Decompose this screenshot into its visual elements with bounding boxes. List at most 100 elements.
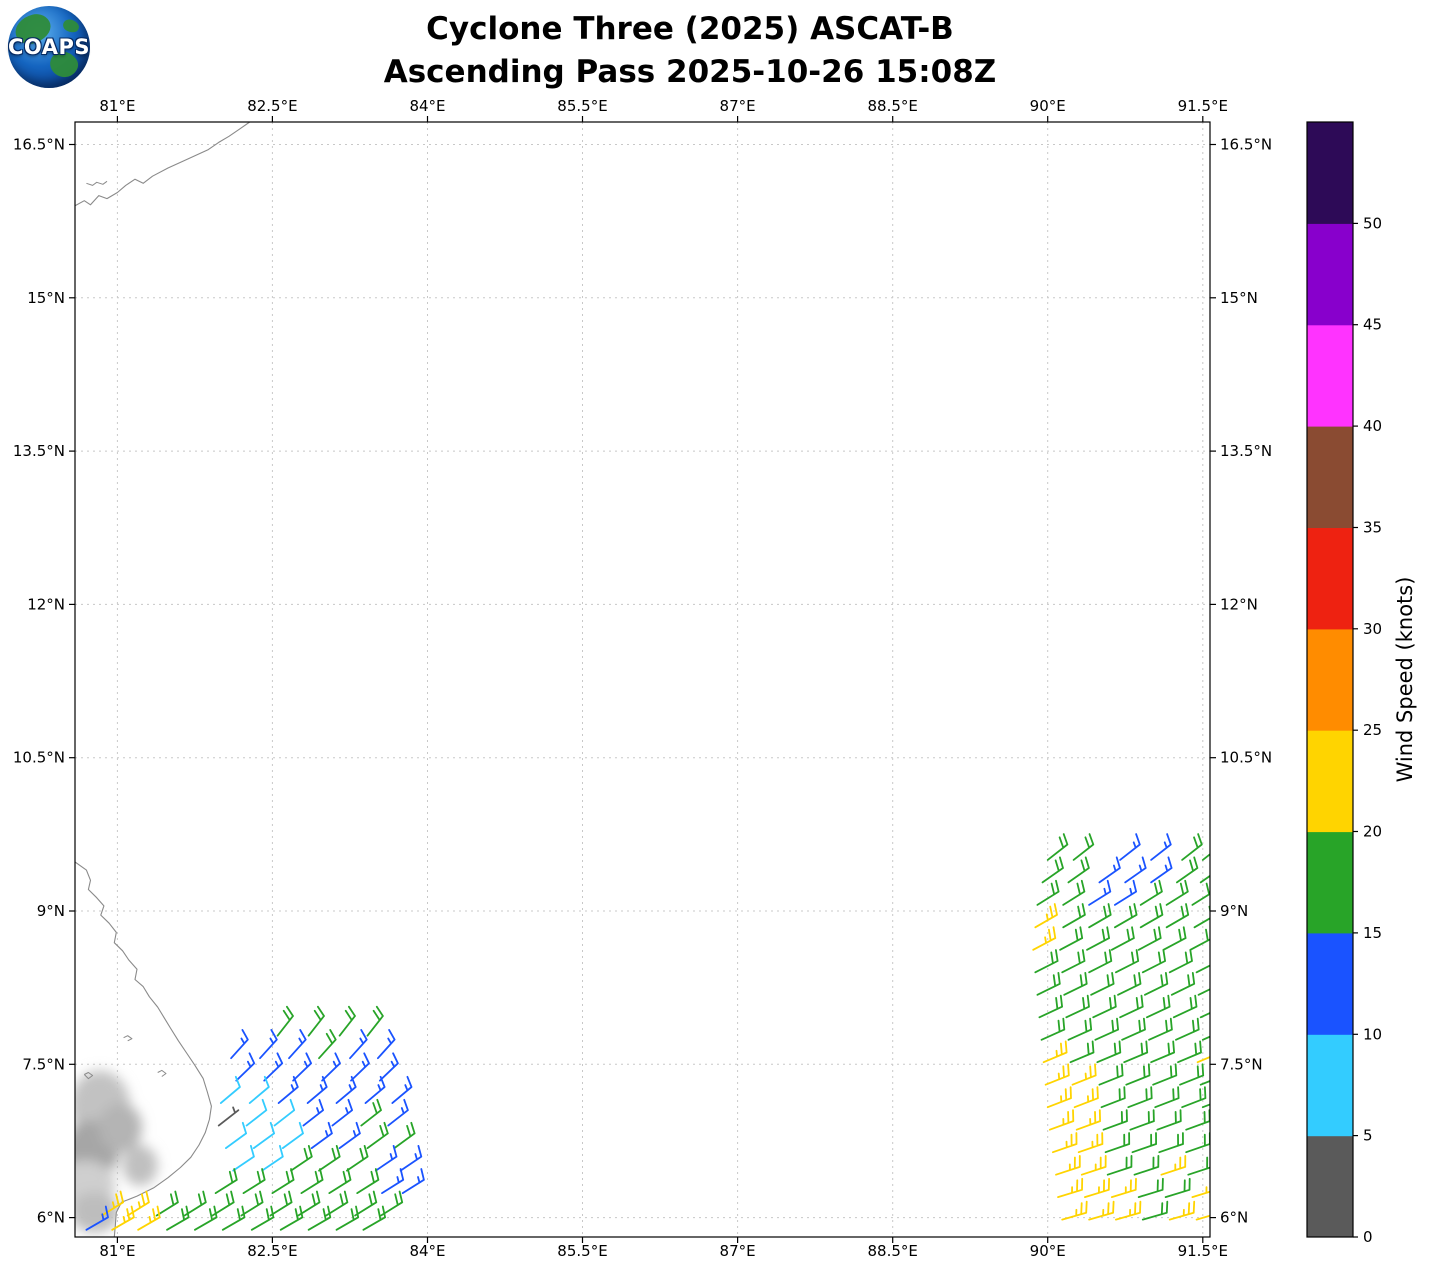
wind-barb xyxy=(1034,949,1059,974)
wind-barb xyxy=(1191,882,1210,906)
wind-barb xyxy=(1090,972,1115,996)
wind-barb xyxy=(1185,1132,1210,1154)
wind-barb xyxy=(214,1168,238,1194)
wind-barb xyxy=(1196,1050,1210,1064)
x-tick-label-top: 91.5°E xyxy=(1178,97,1228,115)
x-tick-label-top: 90°E xyxy=(1030,97,1066,115)
wind-barb xyxy=(288,1029,307,1060)
wind-barb xyxy=(1181,833,1203,861)
wind-barb xyxy=(1077,1132,1104,1154)
wind-barb xyxy=(321,1052,341,1082)
wind-barb xyxy=(350,1052,370,1082)
wind-barb xyxy=(126,1190,150,1217)
wind-barb xyxy=(1088,1200,1115,1221)
wind-barb xyxy=(250,1205,275,1231)
wind-barb xyxy=(1115,949,1140,974)
wind-barb xyxy=(1046,833,1069,861)
wind-barb xyxy=(292,1052,312,1082)
axis-ticks xyxy=(69,116,1216,1243)
y-tick-label-right: 15°N xyxy=(1220,289,1258,307)
wind-barb xyxy=(338,1005,356,1037)
lake-b2 xyxy=(123,1035,133,1042)
wind-barb xyxy=(1139,879,1163,906)
wind-barb xyxy=(1199,1080,1210,1086)
wind-barb xyxy=(364,1075,386,1104)
y-tick-label-right: 13.5°N xyxy=(1220,442,1272,460)
wind-barb xyxy=(111,1205,135,1231)
wind-barb xyxy=(1096,1040,1122,1064)
wind-barb xyxy=(1131,1132,1157,1154)
colorbar-tick-label: 5 xyxy=(1363,1127,1373,1145)
x-tick-label-top: 85.5°E xyxy=(557,97,607,115)
wind-barb xyxy=(1036,879,1060,906)
terrain-shading xyxy=(75,1070,158,1233)
wind-barb xyxy=(335,1075,357,1104)
wind-barb xyxy=(1034,903,1058,929)
wind-barb xyxy=(1065,994,1090,1019)
wind-barb xyxy=(1046,1086,1072,1109)
wind-barb xyxy=(221,1205,246,1231)
wind-barb xyxy=(1199,1011,1210,1019)
wind-barb xyxy=(1193,905,1210,929)
wind-barb xyxy=(1121,1017,1146,1041)
wind-barb xyxy=(137,1205,161,1231)
wind-barb xyxy=(1141,1200,1169,1221)
wind-barb xyxy=(1104,1132,1131,1154)
x-tick-label-bottom: 88.5°E xyxy=(868,1242,918,1260)
wind-barb xyxy=(1098,856,1121,884)
wind-barb xyxy=(1170,972,1196,996)
wind-barb xyxy=(1044,1063,1070,1086)
wind-barb xyxy=(1150,1040,1175,1064)
wind-barb xyxy=(349,1029,368,1060)
wind-barb xyxy=(1088,949,1113,974)
wind-barb xyxy=(366,1121,389,1149)
wind-barb xyxy=(240,1190,264,1217)
wind-barb xyxy=(1117,972,1142,996)
wind-barb xyxy=(101,1190,124,1217)
wind-barb xyxy=(1168,1200,1196,1221)
wind-barb xyxy=(1195,1209,1210,1221)
wind-barb xyxy=(217,1106,240,1127)
wind-barb xyxy=(381,1168,405,1194)
plot-border xyxy=(74,121,1211,1238)
wind-barb xyxy=(1110,926,1135,951)
wind-barb xyxy=(1042,1040,1068,1064)
x-tick-label-bottom: 81°E xyxy=(99,1242,135,1260)
wind-barb xyxy=(232,1145,255,1172)
wind-barb xyxy=(1073,1086,1099,1109)
wind-barb xyxy=(1069,1040,1095,1064)
wind-barb xyxy=(166,1205,190,1231)
x-tick-label-bottom: 91.5°E xyxy=(1178,1242,1228,1260)
wind-barb xyxy=(1181,1086,1207,1109)
wind-barb xyxy=(1133,1155,1160,1176)
wind-barb xyxy=(1144,972,1169,996)
wind-barb xyxy=(399,1145,423,1172)
wind-barb xyxy=(1102,1109,1128,1131)
wind-barb xyxy=(290,1145,313,1172)
y-tick-label-right: 9°N xyxy=(1220,902,1248,920)
wind-barb xyxy=(1162,926,1187,951)
wind-barb xyxy=(307,1205,332,1231)
x-tick-label-bottom: 82.5°E xyxy=(247,1242,297,1260)
wind-barb xyxy=(1038,994,1063,1019)
coastlines xyxy=(75,122,251,1237)
colorbar-segment xyxy=(1307,628,1353,731)
wind-barb xyxy=(225,1121,247,1149)
x-tick-label-top: 82.5°E xyxy=(247,97,297,115)
wind-barb xyxy=(362,1205,386,1231)
wind-barb xyxy=(1106,1155,1133,1176)
axis-tick-labels: 81°E 81°E 82.5°E 82.5°E 84°E 84°E 85.5°E 85.5°E… xyxy=(13,97,1272,1260)
colorbar-tick-label: 15 xyxy=(1363,924,1382,942)
wind-barb xyxy=(302,1098,324,1127)
wind-barb xyxy=(1119,833,1141,861)
wind-barb xyxy=(1114,879,1137,906)
wind-barb xyxy=(1168,949,1193,974)
colorbar: 0 5 10 15 20 25 30 35 40 45 50 Wind Speed (knots) xyxy=(1306,121,1417,1246)
wind-barb xyxy=(1072,833,1095,861)
wind-barb xyxy=(1088,879,1112,906)
wind-barb xyxy=(391,1075,413,1104)
y-tick-label-right: 10.5°N xyxy=(1220,749,1272,767)
wind-barb xyxy=(1094,1017,1119,1041)
x-tick-label-top: 88.5°E xyxy=(868,97,918,115)
wind-barb xyxy=(259,1029,278,1060)
